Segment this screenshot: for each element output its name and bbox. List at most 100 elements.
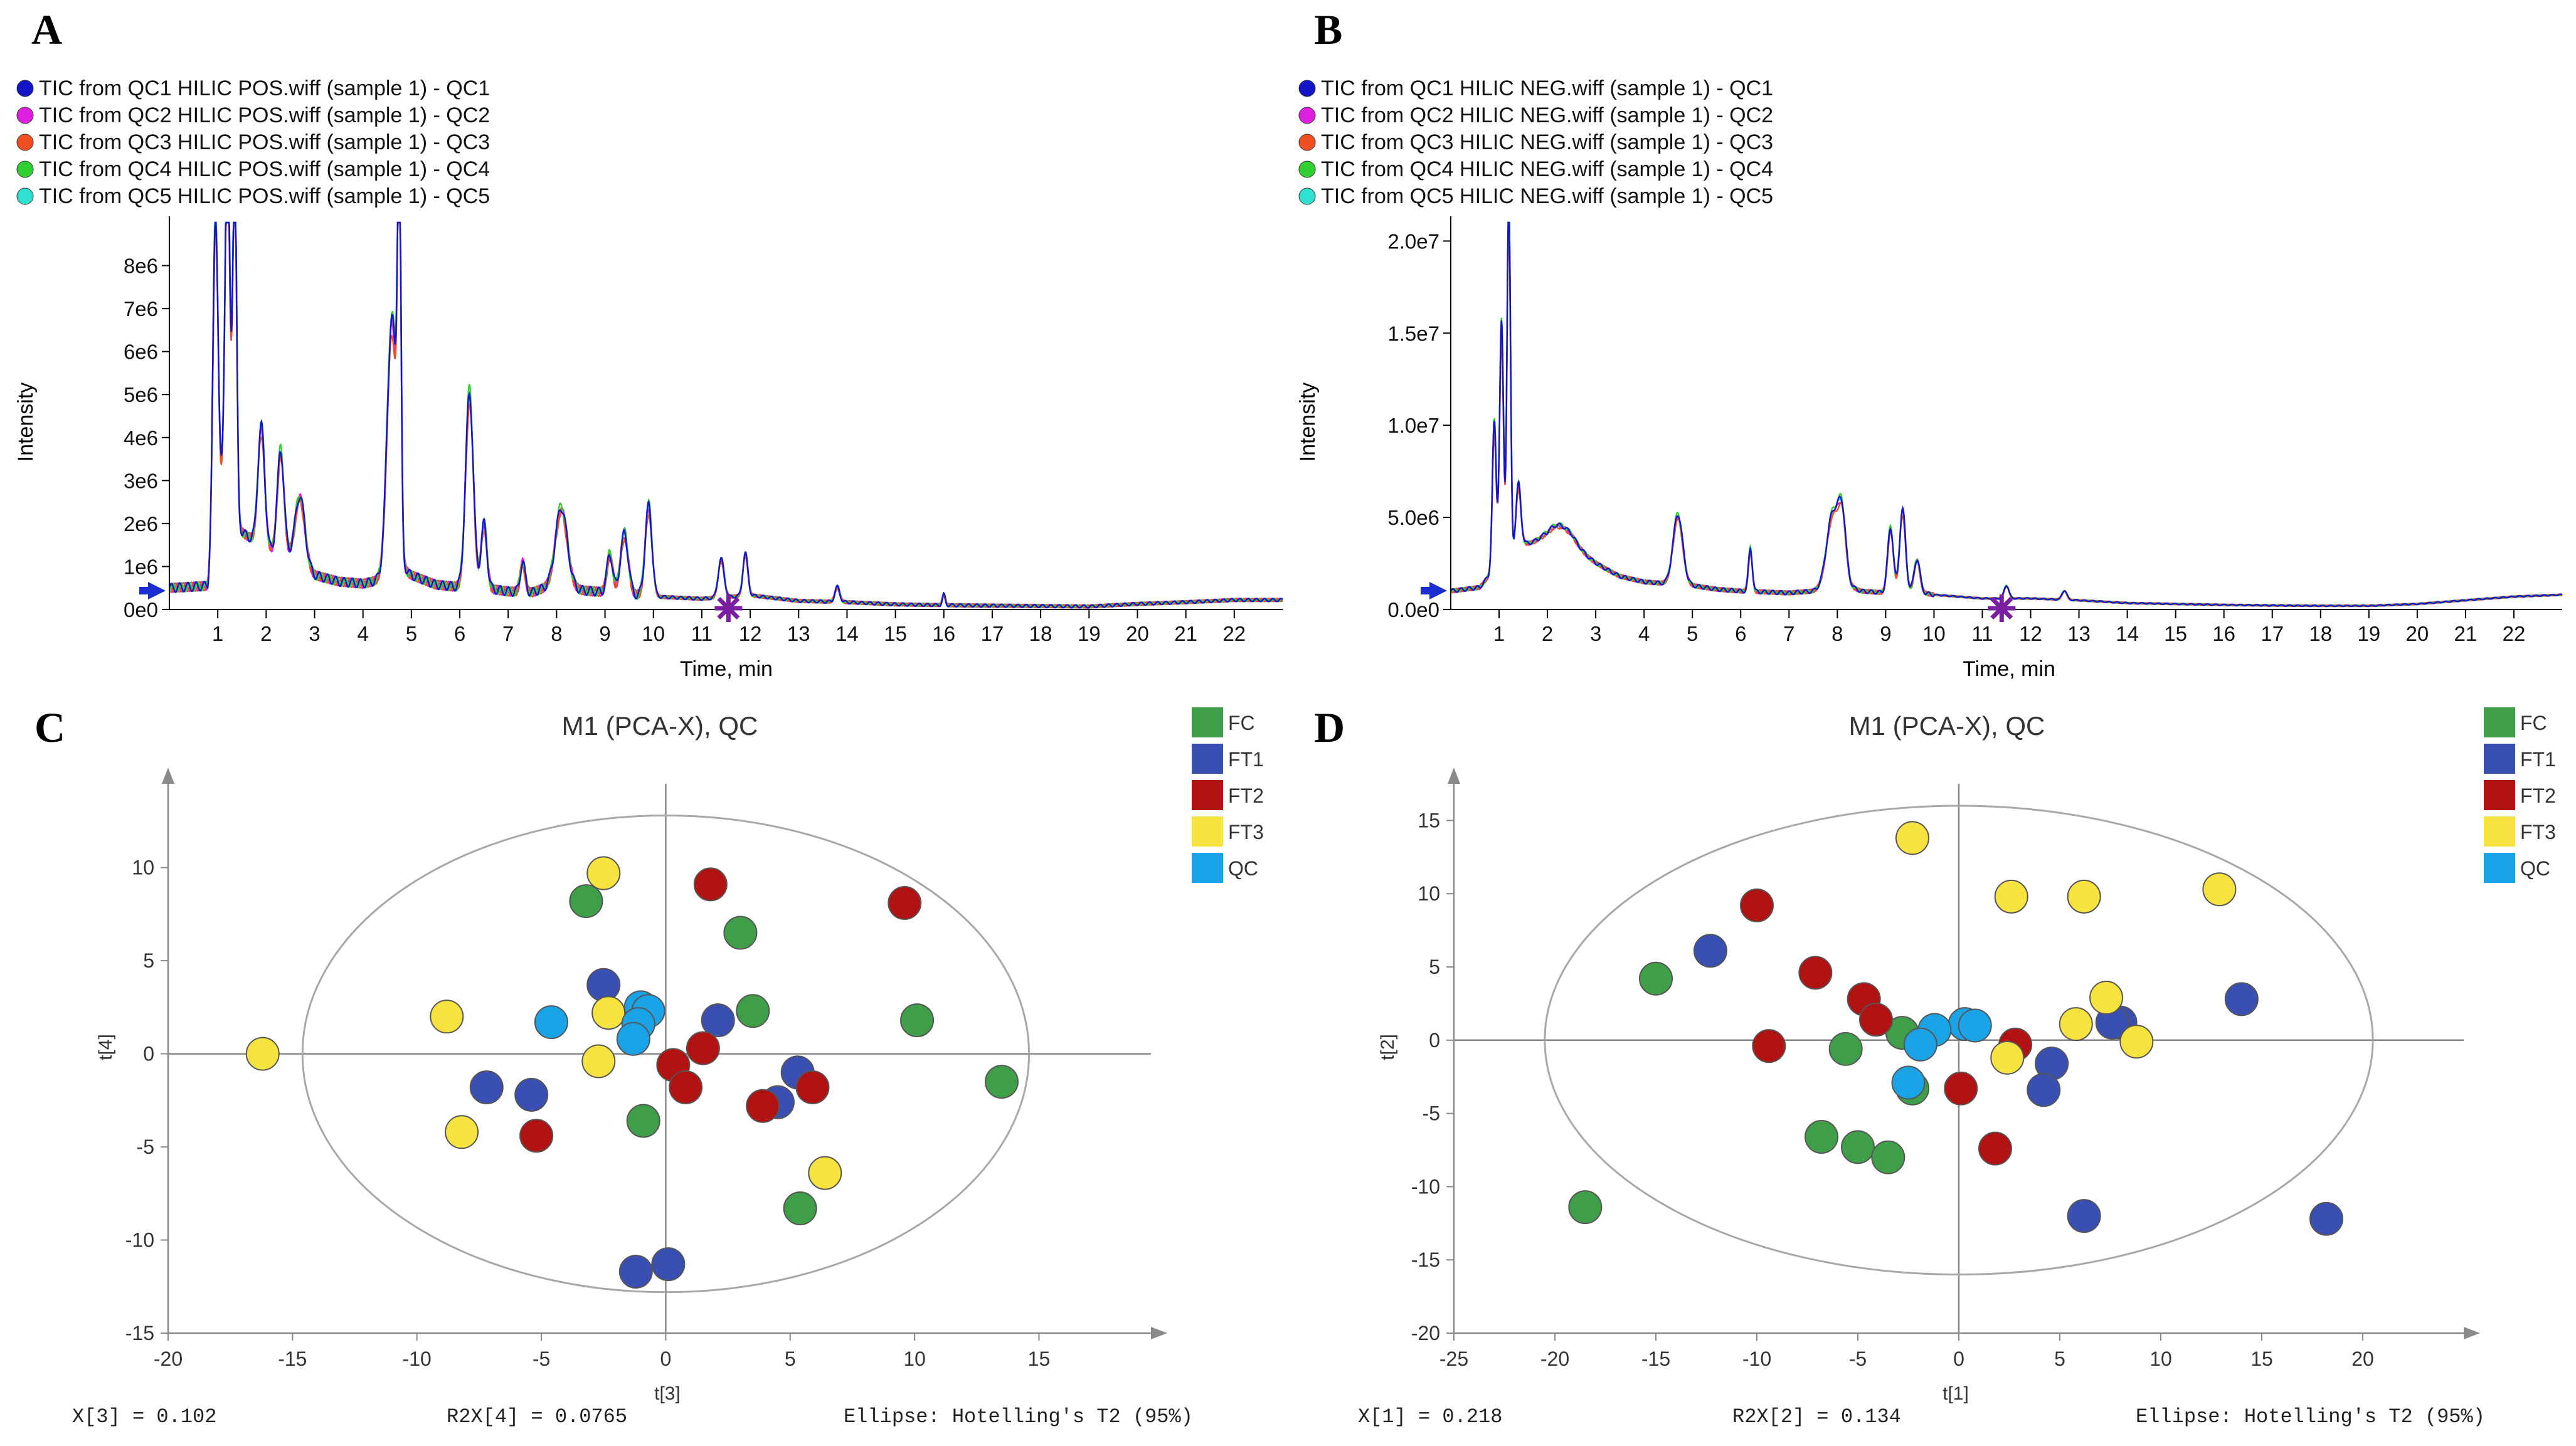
legend-label: FT1 (1228, 748, 1264, 771)
footer-ellipse: Ellipse: Hotelling's T2 (95%) (2136, 1405, 2485, 1428)
y-tick-label: 1.5e7 (1387, 322, 1439, 345)
series-line-qc3 (168, 221, 1283, 609)
y-tick-label: 8e6 (124, 255, 158, 278)
score-point-fc (736, 994, 770, 1028)
x-tick-label: 22 (1222, 622, 1246, 645)
y-tick-label: 10 (132, 857, 154, 879)
y-tick-label: 0e0 (124, 598, 158, 621)
x-tick-label: -20 (154, 1348, 183, 1370)
legend-label: TIC from QC3 HILIC NEG.wiff (sample 1) -… (1321, 130, 1773, 154)
y-tick-label: 7e6 (124, 297, 158, 320)
legend-marker (1298, 134, 1316, 151)
x-tick-label: 20 (2351, 1348, 2374, 1370)
score-point-ft3 (2067, 879, 2101, 914)
baseline-arrow-icon (139, 587, 149, 594)
tic-chart-neg: TIC from QC1 HILIC NEG.wiff (sample 1) -… (1296, 77, 2563, 681)
y-tick-label: 0.0e0 (1387, 598, 1439, 621)
score-point-ft3 (2089, 981, 2124, 1015)
y-tick-label: 0 (1429, 1029, 1440, 1052)
score-point-ft1 (2027, 1073, 2061, 1107)
x-tick-label: 21 (1174, 622, 1197, 645)
score-point-qc (1903, 1027, 1937, 1062)
legend-label: TIC from QC3 HILIC POS.wiff (sample 1) -… (39, 130, 490, 154)
legend-label: TIC from QC2 HILIC NEG.wiff (sample 1) -… (1321, 103, 1773, 127)
y-tick-label: -15 (125, 1322, 154, 1344)
x-tick-label: 5 (406, 622, 417, 645)
legend-label: FT2 (1228, 784, 1264, 807)
score-point-fc (984, 1065, 1019, 1099)
legend-label: FT3 (2520, 821, 2556, 843)
legend-label: FC (2520, 712, 2547, 734)
x-tick-label: 5 (1687, 622, 1698, 645)
x-tick-label: -15 (1641, 1348, 1670, 1370)
y-tick-label: 2.0e7 (1387, 230, 1439, 253)
y-tick-label: 1e6 (124, 555, 158, 578)
chart-legend: FC FT1 FT2 FT3 QC (1192, 707, 1264, 883)
x-tick-label: 14 (2116, 622, 2139, 645)
score-point-ft3 (445, 1115, 479, 1149)
series-line-qc4 (168, 221, 1283, 609)
chart-axes: 1 2 3 4 5 6 7 8 9 10 11 12 13 14 15 16 17 18 19 20 21 220e01e… (124, 216, 1283, 645)
x-tick-label: 7 (502, 622, 514, 645)
score-point-ft2 (669, 1070, 703, 1105)
score-point-ft2 (1740, 888, 1774, 922)
score-point-ft3 (2119, 1025, 2154, 1059)
chart-points (1568, 821, 2344, 1236)
score-point-ft1 (701, 1003, 735, 1038)
hotelling-ellipse (1544, 805, 2374, 1276)
score-point-ft3 (581, 1044, 616, 1079)
x-axis-label: Time, min (1963, 657, 2055, 681)
series-line-qc3 (1450, 222, 2563, 608)
y-tick-label: 5.0e6 (1387, 506, 1439, 529)
y-tick-label: -10 (1411, 1175, 1440, 1198)
score-point-fc (900, 1003, 935, 1038)
x-tick-label: 10 (1922, 622, 1946, 645)
y-tick-label: 2e6 (124, 512, 158, 536)
x-tick-label: 21 (2454, 622, 2478, 645)
score-point-ft2 (1944, 1071, 1978, 1106)
score-point-ft1 (1693, 934, 1727, 968)
series-line-qc2 (1450, 221, 2563, 608)
y-axis-label: Intensity (14, 383, 38, 462)
x-tick-label: 15 (884, 622, 907, 645)
x-axis-arrow-icon (1151, 1327, 1167, 1339)
score-point-ft2 (746, 1089, 780, 1123)
y-tick-label: -20 (1411, 1322, 1440, 1344)
score-point-ft3 (245, 1037, 280, 1071)
tic-chart-pos: TIC from QC1 HILIC POS.wiff (sample 1) -… (14, 77, 1283, 681)
x-axis-label: t[1] (1943, 1383, 1969, 1404)
panel-label-b: B (1314, 6, 1342, 53)
legend-marker (16, 107, 34, 124)
panel-label-c: C (34, 704, 65, 751)
x-tick-label: 22 (2503, 622, 2526, 645)
legend-marker (16, 161, 34, 178)
score-point-ft2 (693, 867, 728, 902)
x-tick-label: 1 (212, 622, 223, 645)
x-tick-label: 6 (454, 622, 465, 645)
legend-label: TIC from QC4 HILIC NEG.wiff (sample 1) -… (1321, 157, 1773, 181)
y-tick-label: 5 (1429, 956, 1440, 978)
legend-label: TIC from QC1 HILIC POS.wiff (sample 1) -… (39, 77, 490, 100)
x-tick-label: 11 (691, 622, 713, 645)
series-line-qc1 (168, 221, 1283, 609)
score-point-ft1 (2309, 1201, 2344, 1236)
x-tick-label: -15 (278, 1348, 307, 1370)
score-point-ft3 (2202, 872, 2237, 907)
score-point-ft1 (514, 1077, 549, 1112)
chart-axes: -25 -20 -15 -10 -5 0 5 10 15 20 -20 -15 -10 -5 0 5 10 15 (1411, 768, 2480, 1370)
y-tick-label: 10 (1418, 882, 1440, 905)
y-axis-label: t[4] (95, 1034, 116, 1060)
x-tick-label: -5 (533, 1348, 550, 1370)
event-marker-icon (1988, 594, 2016, 622)
legend-label: QC (1228, 857, 1258, 880)
score-point-qc (616, 1021, 650, 1056)
x-tick-label: 12 (739, 622, 762, 645)
score-point-ft2 (888, 886, 922, 921)
x-axis-label: t[3] (654, 1383, 681, 1404)
x-tick-label: 3 (1590, 622, 1601, 645)
y-axis-arrow-icon (1448, 768, 1460, 784)
legend-swatch (2484, 816, 2515, 847)
x-tick-label: 2 (1542, 622, 1553, 645)
x-tick-label: -10 (403, 1348, 432, 1370)
